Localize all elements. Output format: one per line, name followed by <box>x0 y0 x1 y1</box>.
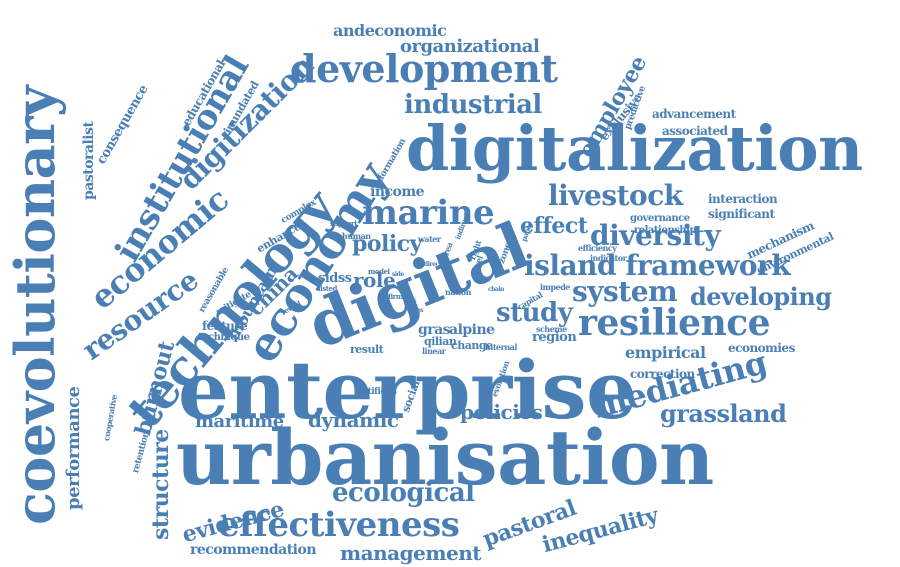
word-resilience: resilience <box>578 302 771 344</box>
word-island-framework: island framework <box>524 249 791 282</box>
word-policy: policy <box>352 231 422 257</box>
word-diversity: diversity <box>590 219 721 252</box>
word-model: model <box>368 267 390 276</box>
word-support: support <box>330 219 357 228</box>
word-water: water <box>418 234 441 244</box>
word-industrial: industrial <box>404 90 542 120</box>
word-effectiveness: effectiveness <box>218 505 460 545</box>
word-impede: impede <box>540 282 570 292</box>
word-indicator: indicator <box>590 253 627 263</box>
word-interaction: interaction <box>708 192 778 206</box>
word-empirical: empirical <box>625 343 706 362</box>
word-andeconomic: andeconomic <box>333 21 447 40</box>
word-development: development <box>290 46 558 91</box>
word-ecological: ecological <box>332 478 475 508</box>
word-management: management <box>340 541 482 565</box>
word-qilian: qilian <box>424 335 457 348</box>
word-organizational: organizational <box>400 36 540 57</box>
word-developing: developing <box>690 282 832 311</box>
word-policies: policies <box>460 400 543 424</box>
word-income: income <box>370 184 425 200</box>
word-enterprise: enterprise <box>178 343 637 437</box>
word-dynamic: dynamic <box>308 408 399 432</box>
word-scheme: scheme <box>536 324 567 334</box>
word-significant: significant <box>708 207 775 221</box>
word-human: human <box>342 231 371 241</box>
word-correction: correction <box>630 367 695 381</box>
word-firm: firm <box>388 292 403 301</box>
word-associated: associated <box>662 124 728 138</box>
word-sidss: sidss <box>318 271 352 286</box>
word-cooperative: cooperative <box>101 393 119 442</box>
word-artificial: artificial <box>358 387 397 397</box>
word-marine: marine <box>362 193 495 233</box>
word-coevolutionary: coevolutionary <box>3 86 67 525</box>
word-performance: performance <box>63 386 84 510</box>
word-nation: nation <box>445 287 471 297</box>
word-role: role <box>353 268 396 292</box>
word-digitalization: digitalization <box>406 112 863 185</box>
word-listed: listed <box>318 284 337 293</box>
word-urbanisation: urbanisation <box>176 413 714 502</box>
word-internal: internal <box>485 342 517 352</box>
word-chain: chain <box>488 286 505 293</box>
word-governance: governance <box>630 213 690 224</box>
word-cities: cities <box>408 307 424 314</box>
word-feature: feature <box>202 319 248 333</box>
word-system: system <box>572 275 678 308</box>
word-advancement: advancement <box>652 107 736 121</box>
word-effect: effect <box>520 213 588 239</box>
word-livestock: livestock <box>548 179 683 212</box>
word-recommendation: recommendation <box>190 542 317 558</box>
word-side: side <box>392 271 404 278</box>
word-efficiency: efficiency <box>578 243 617 253</box>
word-economies: economies <box>728 341 795 355</box>
word-maritime: maritime <box>195 411 284 432</box>
word-region: region <box>532 330 577 345</box>
word-change: change <box>451 339 493 352</box>
word-direct: direct <box>424 261 441 268</box>
word-structure: structure <box>148 429 174 540</box>
word-result: result <box>350 343 384 356</box>
word-technique: technique <box>198 332 250 343</box>
word-study: study <box>496 298 573 328</box>
word-linear: linear <box>422 346 446 356</box>
word-consequence: consequence <box>94 82 152 167</box>
word-alpine: alpine <box>449 322 495 338</box>
word-gras: gras <box>418 322 451 338</box>
word-grassland: grassland <box>660 399 787 428</box>
word-link: link <box>405 297 417 304</box>
word-pastoralist: pastoralist <box>81 121 97 200</box>
word-relationship: relationship <box>634 225 696 236</box>
